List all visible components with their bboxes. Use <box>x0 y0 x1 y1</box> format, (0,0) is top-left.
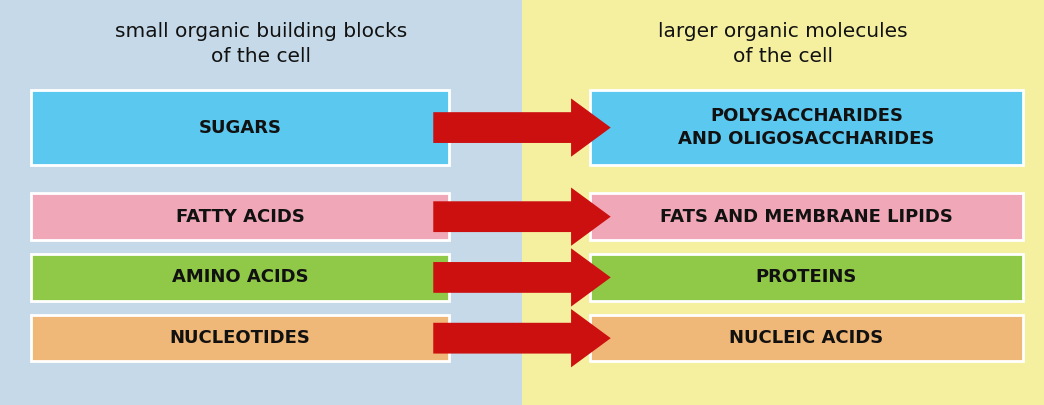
Text: FATS AND MEMBRANE LIPIDS: FATS AND MEMBRANE LIPIDS <box>660 208 953 226</box>
FancyBboxPatch shape <box>0 0 522 405</box>
FancyBboxPatch shape <box>31 193 449 240</box>
Text: NUCLEIC ACIDS: NUCLEIC ACIDS <box>730 329 883 347</box>
FancyBboxPatch shape <box>31 90 449 165</box>
FancyBboxPatch shape <box>590 90 1023 165</box>
Polygon shape <box>433 309 611 367</box>
Polygon shape <box>433 188 611 246</box>
FancyBboxPatch shape <box>31 254 449 301</box>
FancyBboxPatch shape <box>522 0 1044 405</box>
Text: SUGARS: SUGARS <box>198 119 282 136</box>
Polygon shape <box>433 98 611 157</box>
Text: small organic building blocks
of the cell: small organic building blocks of the cel… <box>115 22 407 66</box>
Text: AMINO ACIDS: AMINO ACIDS <box>172 269 308 286</box>
FancyBboxPatch shape <box>31 315 449 361</box>
Text: PROTEINS: PROTEINS <box>756 269 857 286</box>
Text: larger organic molecules
of the cell: larger organic molecules of the cell <box>658 22 908 66</box>
FancyBboxPatch shape <box>590 315 1023 361</box>
Text: POLYSACCHARIDES
AND OLIGOSACCHARIDES: POLYSACCHARIDES AND OLIGOSACCHARIDES <box>679 107 934 148</box>
Text: FATTY ACIDS: FATTY ACIDS <box>175 208 305 226</box>
FancyBboxPatch shape <box>590 193 1023 240</box>
FancyBboxPatch shape <box>590 254 1023 301</box>
Text: NUCLEOTIDES: NUCLEOTIDES <box>170 329 310 347</box>
Polygon shape <box>433 248 611 307</box>
